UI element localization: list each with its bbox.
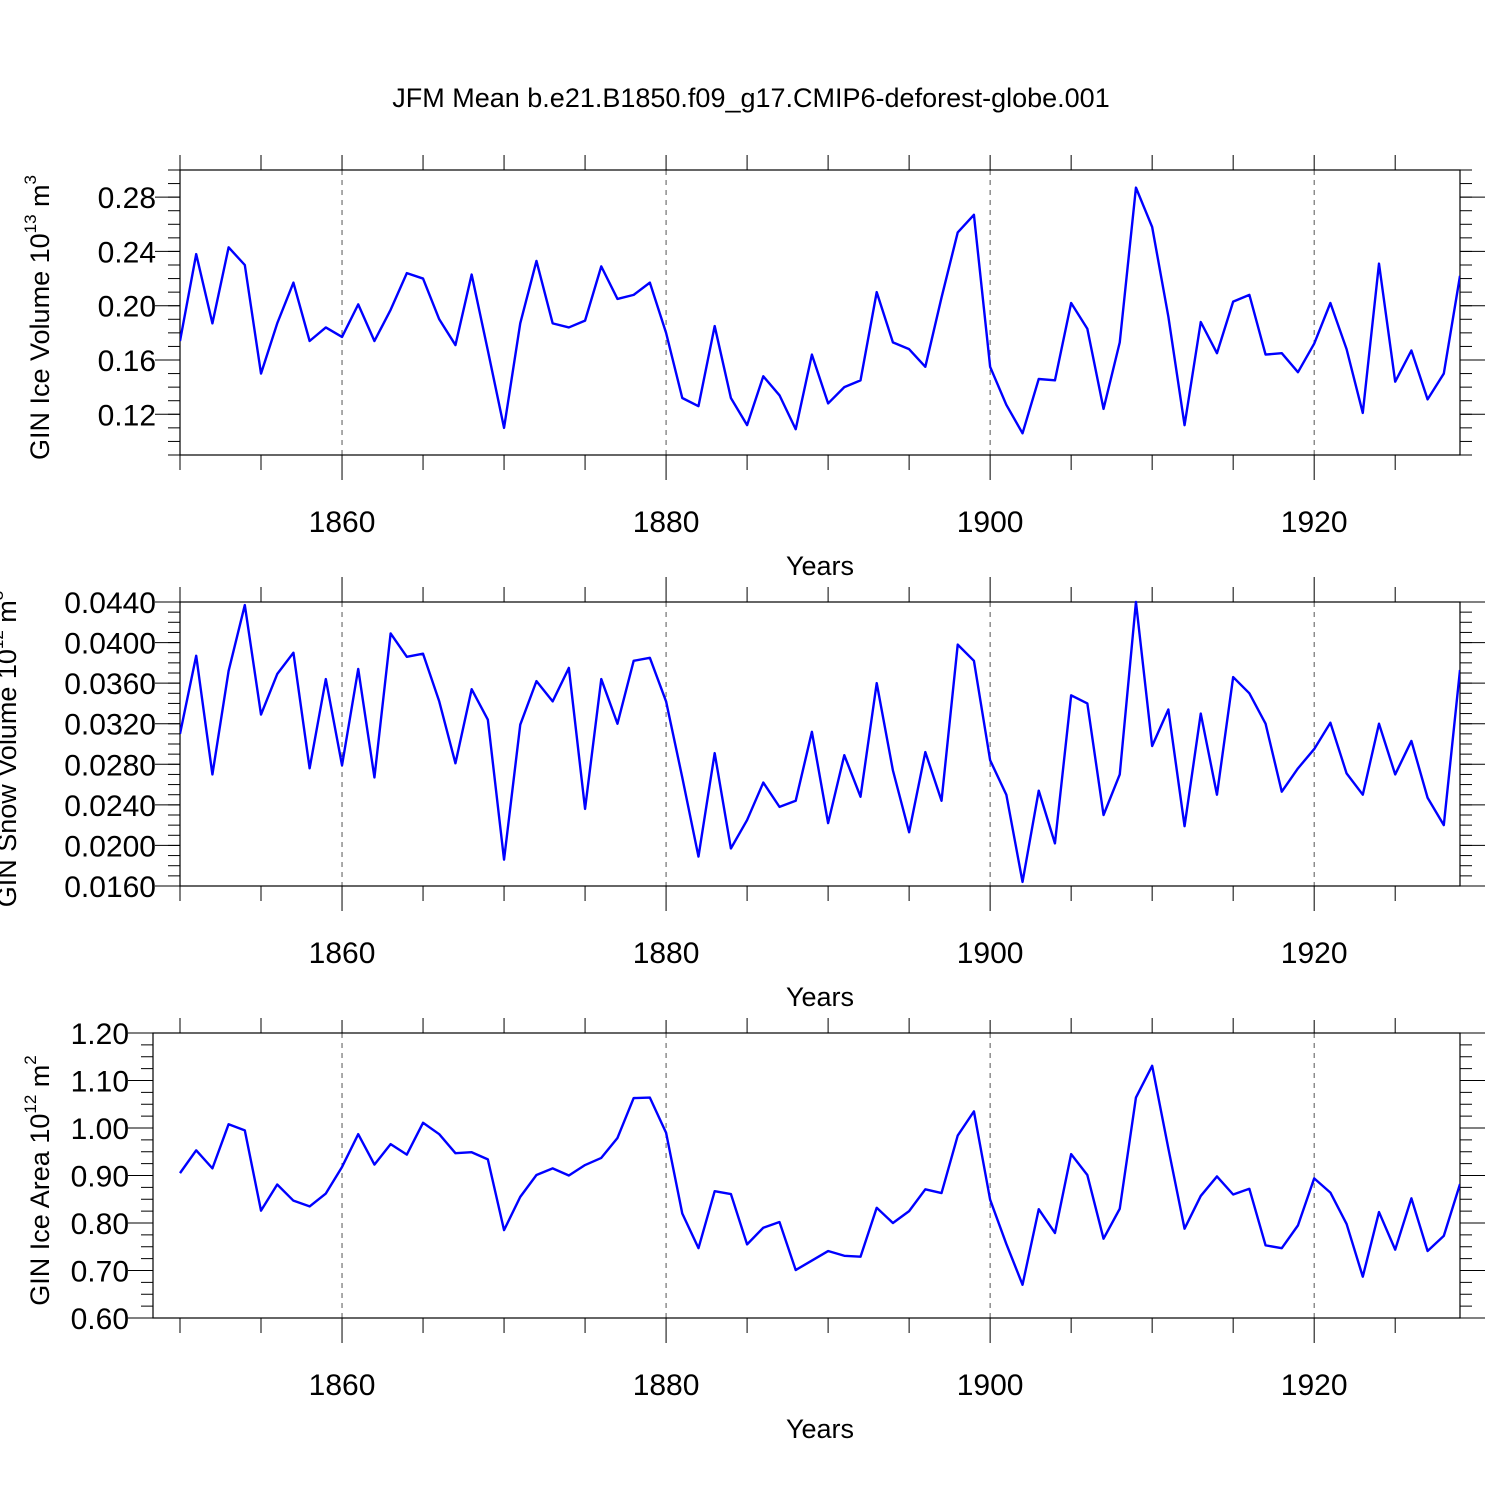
y-tick-label: 0.80 [71, 1208, 129, 1241]
y-tick-label: 0.0280 [64, 749, 156, 782]
y-tick-label: 0.60 [71, 1303, 129, 1336]
x-tick-label: 1900 [957, 1369, 1024, 1402]
y-tick-label: 1.20 [71, 1018, 129, 1051]
y-tick-label: 1.00 [71, 1113, 129, 1146]
x-axis-title: Years [786, 551, 854, 581]
figure-title: JFM Mean b.e21.B1850.f09_g17.CMIP6-defor… [392, 83, 1109, 113]
series-line [180, 600, 1460, 884]
x-tick-label: 1880 [633, 1369, 700, 1402]
y-tick-label: 0.0360 [64, 668, 156, 701]
x-tick-label: 1860 [309, 937, 376, 970]
y-axis-title: GIN Snow Volume 1012 m3 [0, 591, 22, 908]
x-tick-label: 1900 [957, 506, 1024, 539]
y-tick-label: 0.28 [98, 182, 156, 215]
y-tick-label: 0.0160 [64, 871, 156, 904]
plot-frame [152, 1032, 1461, 1319]
y-tick-label: 0.0240 [64, 790, 156, 823]
series-line [179, 1064, 1460, 1286]
x-tick-label: 1920 [1281, 506, 1348, 539]
x-tick-label: 1880 [633, 506, 700, 539]
plot-frame [179, 601, 1461, 887]
x-tick-label: 1920 [1281, 937, 1348, 970]
y-tick-label: 1.10 [71, 1066, 129, 1099]
panel-ice-volume: 0.12 0.16 0.20 0.24 0.28 1860 1880 1900 1920 Year… [21, 155, 1485, 581]
y-tick-label: 0.0320 [64, 709, 156, 742]
x-tick-label: 1880 [633, 937, 700, 970]
x-tick-label: 1900 [957, 937, 1024, 970]
x-axis-title: Years [786, 1414, 854, 1444]
x-axis-title: Years [786, 982, 854, 1012]
x-tick-label: 1920 [1281, 1369, 1348, 1402]
y-axis-title: GIN Ice Area 1012 m2 [21, 1055, 55, 1306]
y-tick-label: 0.0200 [64, 830, 156, 863]
y-tick-label: 0.24 [98, 236, 156, 269]
y-tick-label: 0.0440 [64, 587, 156, 620]
panel-ice-area: 0.60 0.70 0.80 0.90 1.00 1.10 1.20 1860 1880 1900… [21, 1018, 1485, 1444]
y-axis-title: GIN Ice Volume 1013 m3 [21, 175, 55, 460]
y-tick-label: 0.70 [71, 1256, 129, 1289]
y-tick-label: 0.16 [98, 345, 156, 378]
panel-snow-volume: 0.0160 0.0200 0.0240 0.0280 0.0320 0.0360 0.04… [0, 577, 1485, 1012]
y-tick-label: 0.0400 [64, 628, 156, 661]
x-tick-label: 1860 [309, 1369, 376, 1402]
y-tick-label: 0.20 [98, 291, 156, 324]
series-line [180, 186, 1460, 435]
x-tick-label: 1860 [309, 506, 376, 539]
y-tick-label: 0.90 [71, 1161, 129, 1194]
y-tick-label: 0.12 [98, 399, 156, 432]
plot-frame [179, 169, 1461, 456]
